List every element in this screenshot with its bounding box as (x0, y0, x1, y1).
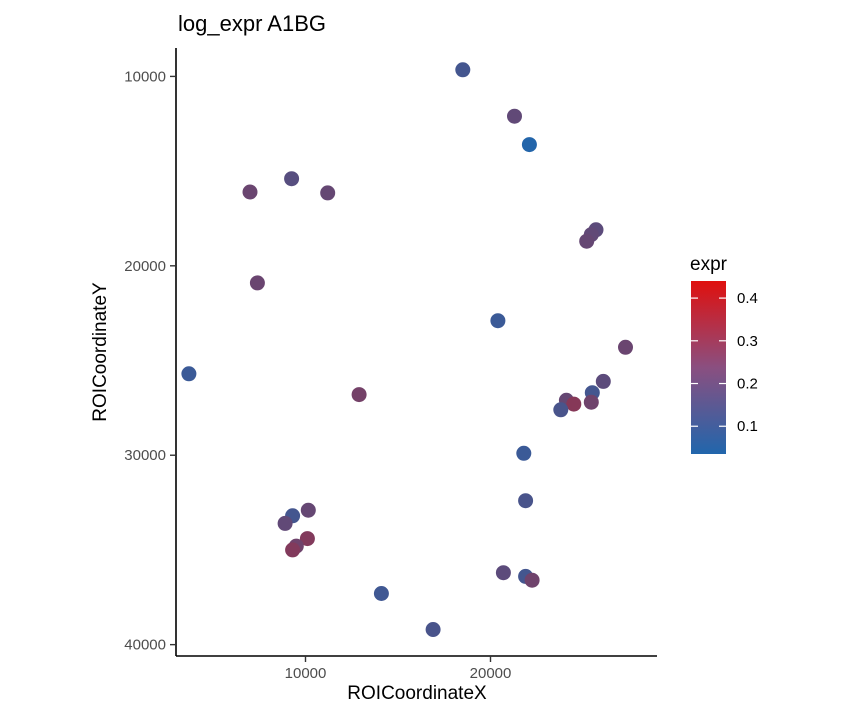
data-point (524, 572, 540, 588)
x-tick-label: 20000 (470, 665, 512, 682)
data-point (507, 108, 522, 124)
data-point (521, 137, 537, 153)
legend-tick-label: 0.2 (737, 376, 758, 393)
data-point (518, 493, 534, 509)
data-point (595, 373, 611, 389)
data-point (249, 275, 265, 291)
data-point (285, 542, 301, 558)
y-axis-title: ROICoordinateY (90, 282, 111, 422)
legend-tick-label: 0.4 (737, 290, 758, 307)
data-point (299, 531, 315, 547)
legend-tick-label: 0.1 (737, 418, 758, 435)
data-point (618, 339, 633, 355)
chart-title: log_expr A1BG (178, 11, 326, 36)
data-point (181, 366, 197, 382)
points-layer (181, 62, 633, 637)
data-point (490, 313, 506, 329)
data-point (277, 515, 293, 531)
data-point (284, 171, 300, 187)
data-point (373, 586, 389, 601)
legend-tick-label: 0.3 (737, 333, 758, 350)
x-axis-title: ROICoordinateX (347, 683, 487, 704)
y-tick-label: 10000 (124, 68, 166, 85)
data-point (425, 622, 441, 637)
y-tick-label: 40000 (124, 637, 166, 654)
data-point (566, 396, 582, 412)
data-point (242, 184, 258, 200)
x-tick-label: 10000 (285, 665, 327, 682)
legend-colorbar (691, 281, 726, 454)
x-ticks: 10000 20000 (285, 656, 512, 682)
legend-title: expr (690, 254, 728, 275)
data-point (300, 502, 316, 518)
y-tick-label: 20000 (124, 258, 166, 275)
legend-ticks: 0.1 0.2 0.3 0.4 (691, 290, 758, 435)
data-point (320, 185, 336, 201)
legend: expr 0.1 0.2 0.3 0.4 (690, 254, 758, 454)
data-point (516, 445, 532, 461)
data-point (553, 402, 569, 418)
data-point (455, 62, 471, 78)
data-point (579, 233, 595, 249)
y-ticks: 10000 20000 30000 40000 (124, 68, 176, 654)
data-point (583, 394, 599, 410)
data-point (495, 565, 511, 581)
y-tick-label: 30000 (124, 447, 166, 464)
data-point (351, 387, 367, 403)
